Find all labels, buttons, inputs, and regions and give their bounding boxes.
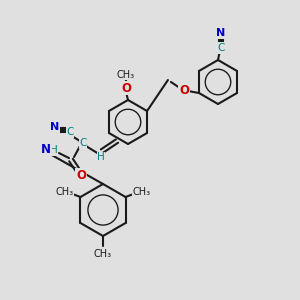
Text: C: C bbox=[217, 43, 225, 53]
Text: O: O bbox=[121, 82, 131, 94]
Text: N: N bbox=[50, 122, 60, 132]
Text: CH₃: CH₃ bbox=[56, 187, 74, 197]
Text: N: N bbox=[216, 28, 226, 38]
Text: O: O bbox=[179, 83, 189, 97]
Text: CH₃: CH₃ bbox=[133, 187, 151, 197]
Text: C: C bbox=[66, 127, 74, 137]
Text: CH₃: CH₃ bbox=[117, 70, 135, 80]
Text: CH₃: CH₃ bbox=[94, 249, 112, 259]
Text: N: N bbox=[41, 142, 51, 156]
Text: C: C bbox=[79, 138, 87, 148]
Text: O: O bbox=[76, 169, 86, 182]
Text: H: H bbox=[97, 152, 105, 162]
Text: H: H bbox=[50, 145, 58, 155]
